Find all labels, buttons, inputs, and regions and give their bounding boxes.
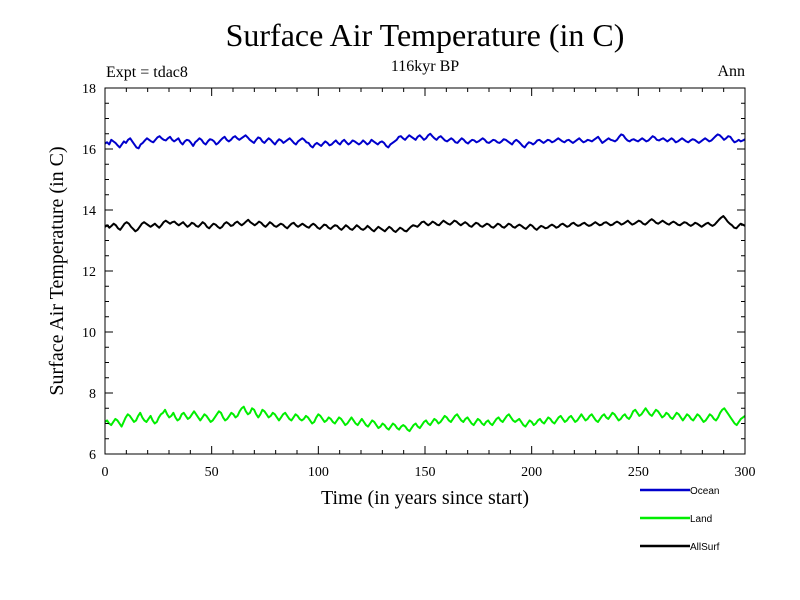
- y-tick-label: 18: [82, 82, 96, 97]
- x-tick-label: 50: [205, 465, 219, 480]
- y-tick-label: 10: [82, 326, 96, 341]
- chart-title: Surface Air Temperature (in C): [226, 17, 625, 53]
- x-tick-label: 100: [308, 465, 329, 480]
- series-line-land: [104, 405, 746, 433]
- experiment-label: Expt = tdac8: [106, 64, 188, 81]
- series-group: [104, 132, 746, 433]
- y-tick-label: 8: [89, 387, 96, 402]
- legend-label-allsurf: AllSurf: [690, 542, 720, 553]
- legend-label-land: Land: [690, 514, 712, 525]
- legend: Ocean Land AllSurf: [640, 486, 720, 553]
- x-tick-label: 200: [521, 465, 542, 480]
- x-tick-label: 0: [102, 465, 109, 480]
- y-tick-label: 14: [82, 204, 96, 219]
- series-line-allsurf: [104, 215, 746, 233]
- y-tick-label: 6: [89, 448, 96, 463]
- x-tick-label: 300: [735, 465, 756, 480]
- legend-label-ocean: Ocean: [690, 486, 719, 497]
- chart-subtitle: 116kyr BP: [391, 58, 459, 75]
- y-axis-label: Surface Air Temperature (in C): [46, 146, 68, 395]
- season-label: Ann: [717, 63, 745, 80]
- ticks-group: 0 50 100 150 200 250 300 6 8 10 12 14 16 18: [82, 82, 756, 480]
- x-axis-label: Time (in years since start): [321, 487, 529, 509]
- series-line-ocean: [104, 132, 746, 150]
- y-tick-label: 12: [82, 265, 96, 280]
- plot-frame: [104, 87, 746, 455]
- x-tick-label: 150: [415, 465, 436, 480]
- x-tick-label: 250: [628, 465, 649, 480]
- y-tick-label: 16: [82, 143, 96, 158]
